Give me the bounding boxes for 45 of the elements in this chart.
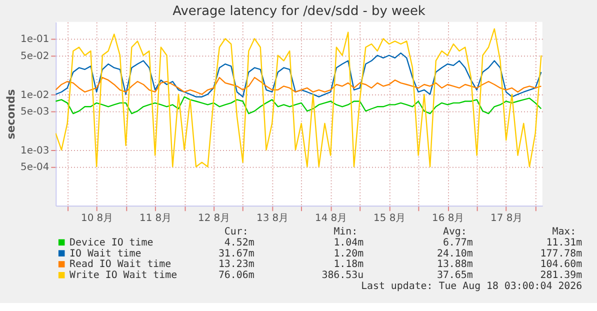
- x-tick-label: 15 8月: [374, 213, 406, 224]
- text: 281.39m: [540, 270, 582, 282]
- text: 11.31m: [546, 237, 582, 248]
- x-tick-label: 12 8月: [198, 213, 230, 224]
- y-tick-label: 5e-02: [20, 50, 50, 62]
- y-tick-label: 1e-01: [20, 34, 50, 46]
- x-tick-label: 17 8月: [490, 213, 523, 224]
- text: Avg:: [442, 226, 467, 238]
- text: Min:: [334, 226, 358, 238]
- line-series: [56, 52, 542, 98]
- x-tick-label: 14 8月: [315, 213, 348, 224]
- text: Last update: Tue Aug 18 03:00:04 2026: [361, 281, 582, 292]
- text: 31.67m: [218, 248, 254, 260]
- text: 76.06m: [218, 270, 254, 282]
- text: 6.77m: [442, 237, 473, 248]
- text: 24.10m: [436, 248, 473, 260]
- x-tick-label: 13 8月: [256, 213, 289, 224]
- text: 1.20m: [334, 248, 364, 260]
- text: 177.78m: [540, 248, 582, 260]
- text: 104.60m: [540, 259, 582, 270]
- chart-title: Average latency for /dev/sdd - by week: [172, 4, 426, 19]
- y-tick-label: 1e-02: [20, 90, 50, 101]
- text: 1.04m: [334, 237, 364, 248]
- x-tick-label: 10 8月: [81, 213, 114, 224]
- text: 13.23m: [218, 259, 254, 270]
- legend-label: IO Wait time: [70, 248, 142, 260]
- x-tick-label: 16 8月: [432, 213, 464, 224]
- text: Cur:: [224, 226, 248, 238]
- text: Max:: [552, 226, 576, 238]
- legend-label: Read IO Wait time: [70, 259, 172, 270]
- y-tick-label: 5e-03: [20, 106, 50, 118]
- text: 37.65m: [436, 270, 473, 282]
- x-tick-label: 11 8月: [140, 213, 172, 224]
- y-axis-title: seconds: [4, 89, 18, 140]
- text: 1.18m: [334, 259, 364, 270]
- text: 386.53u: [322, 270, 364, 282]
- text: 13.88m: [436, 259, 473, 270]
- legend-label: Device IO time: [70, 237, 154, 248]
- line-series: [56, 96, 542, 114]
- y-tick-label: 5e-04: [20, 162, 50, 174]
- line-series: [56, 28, 542, 168]
- y-tick-label: 1e-03: [20, 145, 50, 156]
- legend-label: Write IO Wait time: [70, 270, 178, 282]
- line-series: [56, 76, 542, 95]
- text: 4.52m: [224, 237, 254, 248]
